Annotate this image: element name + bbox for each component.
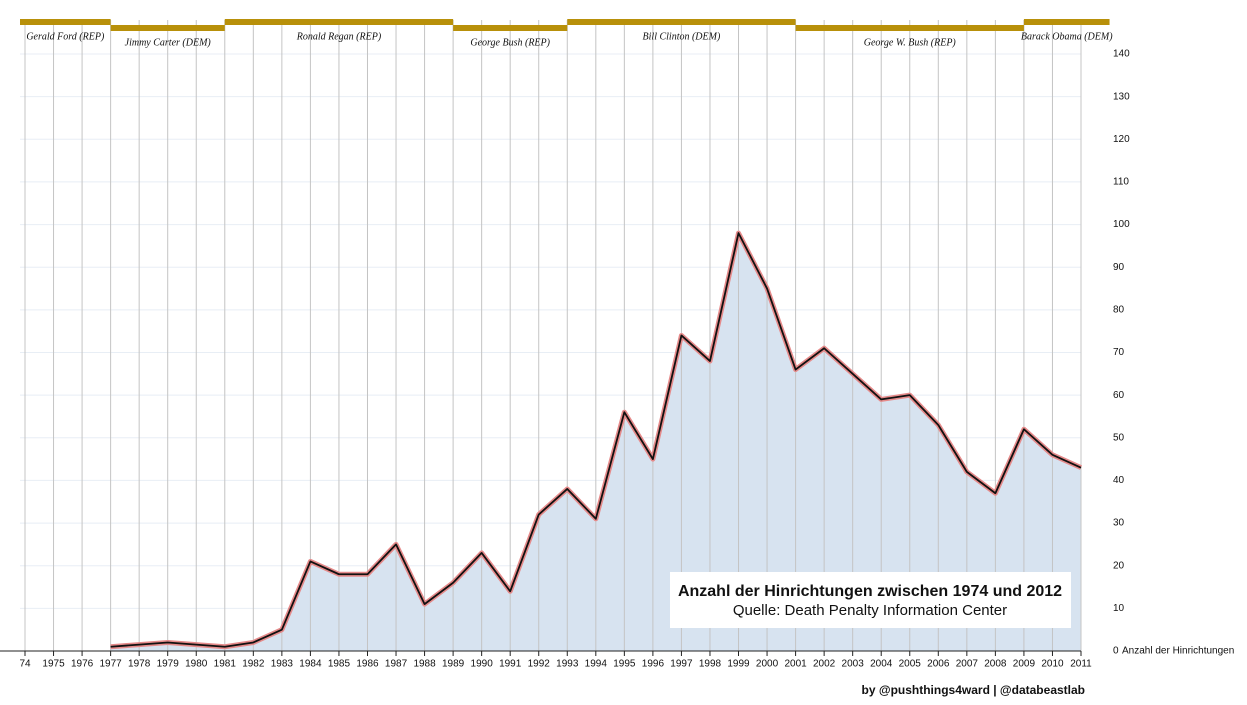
y-tick-label: 130 bbox=[1113, 91, 1130, 102]
x-tick-label: 1982 bbox=[242, 659, 265, 670]
x-tick-label: 1991 bbox=[499, 659, 522, 670]
credit: by @pushthings4ward | @databeastlab bbox=[862, 683, 1085, 697]
x-tick-label: 1999 bbox=[727, 659, 750, 670]
president-label: Bill Clinton (DEM) bbox=[643, 31, 721, 42]
x-tick-label: 1984 bbox=[299, 659, 322, 670]
x-tick-label: 1976 bbox=[71, 659, 94, 670]
x-tick-label: 1989 bbox=[442, 659, 465, 670]
president-term bbox=[20, 19, 111, 25]
president-term bbox=[453, 25, 568, 31]
x-tick-label: 1997 bbox=[670, 659, 693, 670]
x-tick-label: 2000 bbox=[756, 659, 779, 670]
president-term bbox=[567, 19, 796, 25]
annotation-box bbox=[670, 572, 1071, 628]
x-tick-label: 1990 bbox=[471, 659, 494, 670]
x-tick-label: 1977 bbox=[99, 659, 122, 670]
x-tick-label: 2011 bbox=[1070, 659, 1092, 670]
y-tick-label: 20 bbox=[1113, 560, 1125, 571]
y-tick-label: 40 bbox=[1113, 475, 1125, 486]
x-tick-label: 1979 bbox=[157, 659, 180, 670]
y-tick-label: 50 bbox=[1113, 432, 1125, 443]
x-tick-label: 2001 bbox=[784, 659, 807, 670]
x-tick-label: 1980 bbox=[185, 659, 208, 670]
x-tick-label: 2006 bbox=[927, 659, 950, 670]
y-tick-label: 120 bbox=[1113, 134, 1130, 145]
x-tick-label: 2010 bbox=[1041, 659, 1064, 670]
y-tick-label: 10 bbox=[1113, 603, 1125, 614]
y-tick-label: 30 bbox=[1113, 518, 1125, 529]
y-tick-label: 110 bbox=[1113, 177, 1129, 188]
x-tick-label: 1988 bbox=[413, 659, 436, 670]
annotation-title: Anzahl der Hinrichtungen zwischen 1974 u… bbox=[678, 583, 1062, 600]
y-tick-label: 60 bbox=[1113, 390, 1125, 401]
y-tick-label: 0 bbox=[1113, 646, 1119, 657]
president-term bbox=[110, 25, 225, 31]
x-tick-label: 1996 bbox=[642, 659, 665, 670]
x-tick-label: 1975 bbox=[42, 659, 65, 670]
line bbox=[110, 232, 1082, 648]
x-tick-label: 1992 bbox=[528, 659, 551, 670]
area bbox=[110, 233, 1081, 651]
x-tick-label: 1987 bbox=[385, 659, 408, 670]
x-tick-label: 2003 bbox=[842, 659, 865, 670]
y-tick-label: 140 bbox=[1113, 49, 1130, 60]
x-tick-label: 2004 bbox=[870, 659, 893, 670]
president-term bbox=[795, 25, 1024, 31]
president-label: Barack Obama (DEM) bbox=[1021, 31, 1113, 42]
x-tick-label: 2009 bbox=[1013, 659, 1036, 670]
x-tick-label: 1998 bbox=[699, 659, 722, 670]
x-tick-label: 74 bbox=[19, 659, 31, 670]
x-tick-label: 1994 bbox=[585, 659, 608, 670]
x-tick-label: 2007 bbox=[956, 659, 979, 670]
president-label: George Bush (REP) bbox=[470, 37, 550, 48]
x-tick-label: 1985 bbox=[328, 659, 351, 670]
president-term bbox=[1023, 19, 1110, 25]
x-tick-label: 1986 bbox=[356, 659, 379, 670]
x-tick-label: 1995 bbox=[613, 659, 636, 670]
y-tick-label: 80 bbox=[1113, 304, 1125, 315]
president-label: Gerald Ford (REP) bbox=[26, 31, 105, 42]
x-tick-label: 1983 bbox=[271, 659, 294, 670]
y-tick-label: 70 bbox=[1113, 347, 1125, 358]
x-tick-label: 2005 bbox=[899, 659, 922, 670]
x-tick-label: 1993 bbox=[556, 659, 579, 670]
president-label: George W. Bush (REP) bbox=[864, 37, 957, 48]
x-tick-label: 1978 bbox=[128, 659, 151, 670]
y-tick-label: 90 bbox=[1113, 262, 1125, 273]
x-tick-label: 2008 bbox=[984, 659, 1007, 670]
president-label: Ronald Regan (REP) bbox=[296, 31, 382, 42]
president-term bbox=[224, 19, 454, 25]
y-tick-label: 100 bbox=[1113, 219, 1130, 230]
x-tick-label: 1981 bbox=[214, 659, 237, 670]
x-tick-label: 2002 bbox=[813, 659, 836, 670]
annotation-source: Quelle: Death Penalty Information Center bbox=[733, 602, 1007, 619]
president-label: Jimmy Carter (DEM) bbox=[125, 37, 212, 48]
y-axis-label: Anzahl der Hinrichtungen bbox=[1122, 646, 1234, 657]
